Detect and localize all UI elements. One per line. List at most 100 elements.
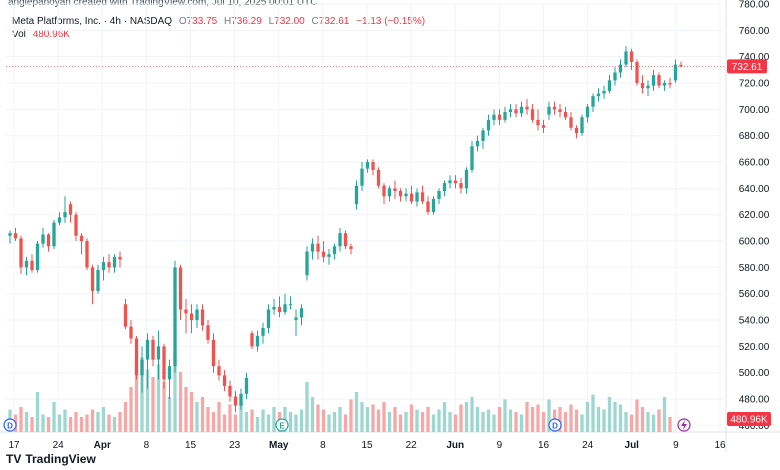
volume-bar [107,414,111,432]
volume-bar [508,409,513,432]
y-tick-label: 720.00 [739,79,770,90]
candle-body [261,327,265,336]
volume-bar [426,407,430,432]
candle-body [629,51,634,62]
x-tick-label: Jul [625,440,640,451]
volume-value: 480.96K [32,29,70,40]
candle-body [481,130,485,141]
volume-bar [272,407,276,432]
volume-bar [371,404,375,432]
volume-bar [118,412,122,432]
candle-body [35,243,40,271]
candle-body [563,111,568,118]
volume-bar [453,414,458,432]
volume-bar [233,414,238,432]
candle-body [365,162,370,169]
volume-bar [184,387,188,432]
candle-body [156,346,161,360]
candle-body [206,325,210,340]
candle-body [327,254,331,257]
candle-body [382,185,386,197]
candle-body [530,109,535,120]
symbol-legend: Meta Platforms, Inc. · 4h · NASDAQ O733.… [12,16,425,27]
volume-bar [250,409,254,432]
y-tick-label: 560.00 [739,289,770,300]
candle-body [233,396,238,406]
candle-body [96,270,100,292]
y-tick-label: 760.00 [739,26,770,37]
volume-bar [574,409,579,432]
candle-body [541,125,546,128]
candle-body [123,304,128,327]
candle-body [398,191,403,197]
candle-body [679,64,683,67]
volume-bar [140,357,144,432]
candle-body [409,193,414,202]
candle-body [184,309,188,314]
x-tick-label: 15 [361,440,373,451]
volume-bar [85,414,89,432]
candle-body [607,80,612,91]
volume-bar [398,414,403,432]
open-label: O [178,16,187,27]
y-tick-label: 500.00 [739,368,770,379]
volume-bar [668,417,672,432]
volume-bar [541,412,546,432]
low-label: L [268,16,275,27]
volume-bar [321,409,326,432]
volume-bar [530,407,535,432]
volume-bar [288,412,293,432]
candle-body [591,96,595,107]
volume-bar [46,417,51,432]
volume-bar [167,397,172,432]
candle-body [514,109,518,114]
candle-body [134,338,139,376]
volume-bar [332,412,337,432]
volume-bar [156,364,161,432]
x-tick-label: Apr [94,440,111,451]
volume-bar [585,402,590,432]
candle-body [244,378,249,394]
volume-bar [19,407,23,432]
candle-body [239,393,243,406]
volume-bar [503,399,507,432]
volume-bar [519,414,524,432]
candle-body [222,375,227,386]
volume-bar [497,407,502,432]
candle-body [68,204,73,215]
candle-body [585,106,590,118]
candle-body [376,169,381,186]
candle-body [277,306,282,313]
volume-bar [591,394,595,432]
volume-bar [316,404,320,432]
candle-body [552,106,557,110]
volume-bar [640,407,645,432]
candle-body [569,117,573,128]
volume-bar [145,369,150,432]
candle-body [475,140,480,147]
flash-marker-glyph [681,420,687,430]
volume-bar [382,402,386,432]
candle-body [497,114,502,120]
y-tick-label: 580.00 [739,263,770,274]
volume-bar [68,417,73,432]
volume-bar [112,417,117,432]
volume-bar [624,412,628,432]
x-tick-label: 22 [406,440,418,451]
candle-body [618,64,623,73]
y-tick-label: 680.00 [739,131,770,142]
candle-body [41,234,45,244]
x-tick-label: 8 [320,440,326,451]
candle-body [63,212,67,218]
volume-bar [613,402,617,432]
candle-body [173,267,177,367]
y-tick-label: 620.00 [739,210,770,221]
volume-bar [134,362,139,432]
volume-bar [475,407,480,432]
candle-body [101,262,106,271]
candle-body [217,366,221,376]
x-tick-label: 24 [53,440,65,451]
volume-bar [481,412,485,432]
volume-bar [629,414,634,432]
